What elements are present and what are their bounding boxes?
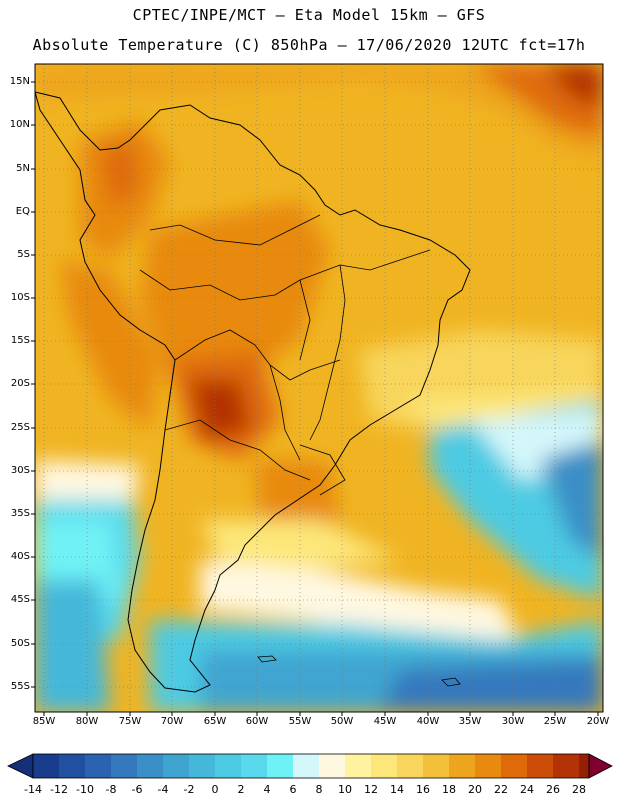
colorbar-swatch <box>449 754 475 778</box>
lat-label: 5N <box>16 163 30 174</box>
colorbar-swatch <box>267 754 293 778</box>
colorbar-overflow <box>588 753 613 779</box>
temperature-field <box>35 64 603 712</box>
colorbar-swatch <box>553 754 579 778</box>
colorbar-swatch <box>59 754 85 778</box>
title-line-2: Absolute Temperature (C) 850hPa – 17/06/… <box>32 36 586 54</box>
lon-label: 65W <box>203 716 227 727</box>
colorbar-swatch <box>475 754 501 778</box>
lat-label: 55S <box>10 681 30 692</box>
colorbar-label: 26 <box>546 783 560 796</box>
colorbar-label: 10 <box>338 783 352 796</box>
lon-label: 70W <box>160 716 184 727</box>
colorbar-swatch <box>111 754 137 778</box>
colorbar-label: 8 <box>315 783 323 796</box>
lat-label: 50S <box>10 638 30 649</box>
lon-label: 85W <box>32 716 56 727</box>
colorbar <box>7 753 613 779</box>
colorbar-label: -14 <box>24 783 42 796</box>
colorbar-label: 14 <box>390 783 404 796</box>
colorbar-underflow <box>7 753 34 779</box>
colorbar-swatch <box>527 754 553 778</box>
axis-ticks <box>31 81 599 716</box>
lon-label: 20W <box>586 716 610 727</box>
colorbar-label: 12 <box>364 783 378 796</box>
colorbar-swatch <box>137 754 163 778</box>
map-frame <box>34 63 604 713</box>
colorbar-label: -2 <box>183 783 195 796</box>
south-america-coastline <box>35 91 471 693</box>
lon-label: 60W <box>245 716 269 727</box>
lat-label: 35S <box>10 508 30 519</box>
colorbar-swatch <box>85 754 111 778</box>
lat-label: 10N <box>9 119 30 130</box>
lat-label: 15S <box>10 335 30 346</box>
lat-label: 45S <box>10 594 30 605</box>
grid-lines <box>35 64 603 712</box>
colorbar-swatch <box>163 754 189 778</box>
colorbar-swatch <box>345 754 371 778</box>
lat-label: EQ <box>15 206 30 217</box>
colorbar-swatch <box>215 754 241 778</box>
colorbar-swatch <box>501 754 527 778</box>
lon-label: 40W <box>416 716 440 727</box>
lon-label: 75W <box>118 716 142 727</box>
lat-label: 15N <box>9 76 30 87</box>
colorbar-label: 28 <box>572 783 586 796</box>
lat-label: 40S <box>10 551 30 562</box>
colorbar-swatch <box>33 754 59 778</box>
colorbar-label: -10 <box>76 783 94 796</box>
lon-label: 25W <box>543 716 567 727</box>
colorbar-swatch <box>293 754 319 778</box>
colorbar-swatch <box>423 754 449 778</box>
colorbar-label: 6 <box>289 783 297 796</box>
colorbar-swatch <box>241 754 267 778</box>
lon-label: 30W <box>501 716 525 727</box>
lat-label: 25S <box>10 422 30 433</box>
lon-label: 45W <box>373 716 397 727</box>
lat-label: 20S <box>10 378 30 389</box>
colorbar-label: -6 <box>131 783 143 796</box>
colorbar-swatch <box>189 754 215 778</box>
lon-label: 50W <box>330 716 354 727</box>
colorbar-label: -4 <box>157 783 169 796</box>
colorbar-label: 4 <box>263 783 271 796</box>
colorbar-label: -8 <box>105 783 117 796</box>
lat-label: 10S <box>10 292 30 303</box>
colorbar-label: 22 <box>494 783 508 796</box>
colorbar-label: 2 <box>237 783 245 796</box>
lat-label: 5S <box>17 249 30 260</box>
colorbar-swatch <box>319 754 345 778</box>
lat-label: 30S <box>10 465 30 476</box>
colorbar-label: 24 <box>520 783 534 796</box>
lon-label: 80W <box>75 716 99 727</box>
colorbar-label: 20 <box>468 783 482 796</box>
lon-label: 55W <box>288 716 312 727</box>
country-borders <box>139 214 431 496</box>
colorbar-swatch <box>579 754 589 778</box>
colorbar-label: 0 <box>211 783 219 796</box>
colorbar-label: -12 <box>50 783 68 796</box>
colorbar-label: 18 <box>442 783 456 796</box>
colorbar-label: 16 <box>416 783 430 796</box>
lon-label: 35W <box>458 716 482 727</box>
title-line-1: CPTEC/INPE/MCT – Eta Model 15km – GFS <box>132 6 486 24</box>
colorbar-swatch <box>397 754 423 778</box>
colorbar-swatch <box>371 754 397 778</box>
